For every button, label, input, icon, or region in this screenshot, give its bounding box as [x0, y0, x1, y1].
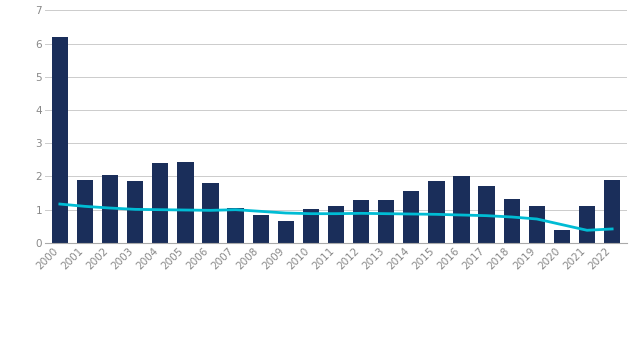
Bar — [428, 181, 445, 243]
Bar — [453, 176, 470, 243]
Bar — [278, 221, 294, 243]
Bar — [328, 206, 344, 243]
Bar — [52, 37, 68, 243]
Bar — [479, 186, 495, 243]
Bar — [127, 181, 143, 243]
Bar — [529, 206, 545, 243]
Bar — [604, 180, 620, 243]
Bar — [403, 192, 419, 243]
Bar — [227, 208, 244, 243]
Bar — [177, 162, 193, 243]
Bar — [554, 230, 570, 243]
Legend: Florida, US average: Florida, US average — [238, 342, 434, 347]
Bar — [504, 199, 520, 243]
Bar — [253, 215, 269, 243]
Bar — [152, 163, 168, 243]
Bar — [353, 200, 369, 243]
Bar — [378, 200, 394, 243]
Bar — [102, 175, 118, 243]
Bar — [77, 180, 93, 243]
Bar — [579, 206, 595, 243]
Bar — [202, 183, 219, 243]
Bar — [303, 209, 319, 243]
